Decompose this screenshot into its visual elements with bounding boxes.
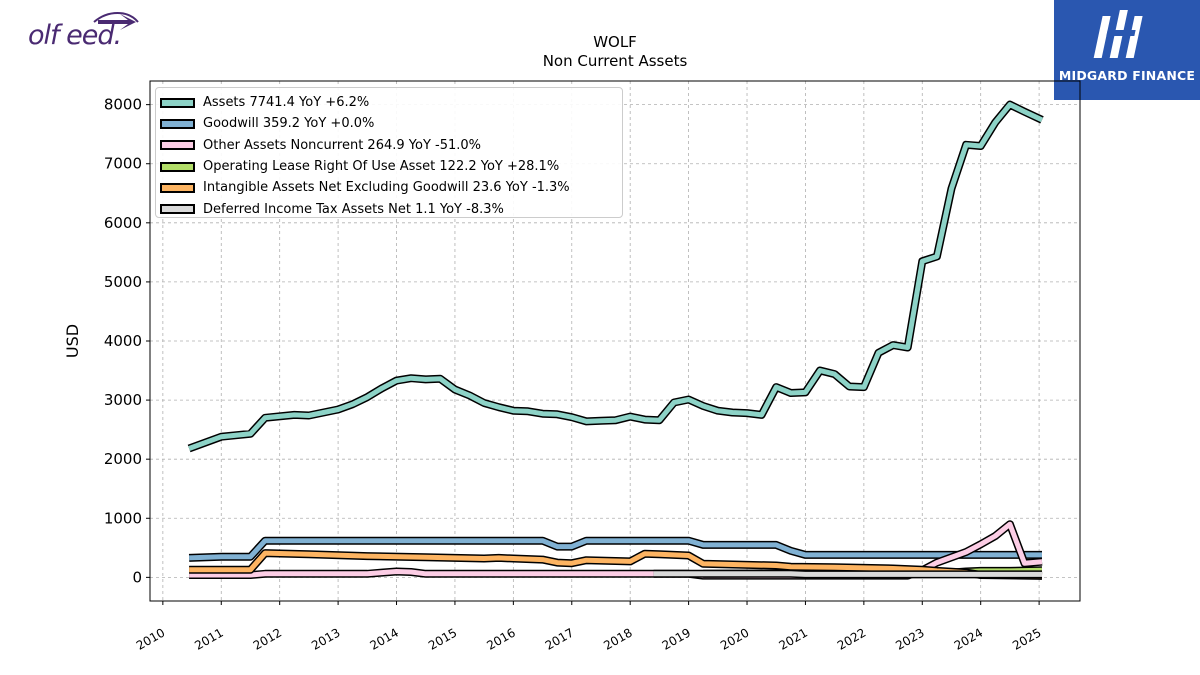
y-axis-label: USD bbox=[63, 324, 82, 358]
x-tick-label: 2013 bbox=[309, 625, 342, 652]
y-tick-label: 2000 bbox=[104, 450, 142, 468]
legend-label: Other Assets Noncurrent 264.9 YoY -51.0% bbox=[203, 137, 482, 153]
midgard-emblem-icon bbox=[1093, 10, 1143, 58]
series-line-deferred-income-tax-assets-net bbox=[653, 571, 1042, 577]
x-tick-label: 2020 bbox=[718, 625, 751, 652]
y-tick-label: 3000 bbox=[104, 391, 142, 409]
x-tick-label: 2014 bbox=[368, 625, 401, 652]
y-tick-label: 1000 bbox=[104, 509, 142, 527]
series-line-assets bbox=[188, 102, 1044, 451]
legend-swatch bbox=[160, 140, 195, 151]
right-logo-text: MIDGARD FINANCE bbox=[1058, 68, 1196, 83]
legend-item: Deferred Income Tax Assets Net 1.1 YoY -… bbox=[160, 198, 622, 219]
legend-label: Goodwill 359.2 YoY +0.0% bbox=[203, 116, 375, 132]
legend-swatch bbox=[160, 97, 195, 108]
x-tick-label: 2025 bbox=[1010, 625, 1043, 652]
x-tick-label: 2012 bbox=[251, 625, 284, 652]
left-logo-text: olf eed. bbox=[28, 20, 122, 51]
y-tick-label: 8000 bbox=[104, 96, 142, 114]
y-tick-label: 5000 bbox=[104, 273, 142, 291]
x-tick-label: 2015 bbox=[426, 625, 459, 652]
legend-item: Other Assets Noncurrent 264.9 YoY -51.0% bbox=[160, 135, 622, 156]
x-tick-label: 2017 bbox=[543, 625, 576, 652]
midgard-finance-logo: MIDGARD FINANCE bbox=[1054, 0, 1200, 100]
y-tick-label: 4000 bbox=[104, 332, 142, 350]
wolf-logo-mark-icon bbox=[93, 12, 139, 30]
legend-label: Deferred Income Tax Assets Net 1.1 YoY -… bbox=[203, 201, 504, 217]
wolfspeed-logo: olf eed. bbox=[28, 8, 158, 52]
x-tick-label: 2019 bbox=[660, 625, 693, 652]
legend-swatch bbox=[160, 118, 195, 129]
legend-swatch bbox=[160, 161, 195, 172]
legend-label: Operating Lease Right Of Use Asset 122.2… bbox=[203, 159, 560, 175]
y-tick-label: 0 bbox=[132, 568, 142, 586]
legend-label: Intangible Assets Net Excluding Goodwill… bbox=[203, 180, 570, 196]
series-line-intangible-assets-net-excluding-goodwill bbox=[189, 550, 1043, 579]
chart-legend: Assets 7741.4 YoY +6.2% Goodwill 359.2 Yo… bbox=[155, 87, 623, 218]
legend-item: Operating Lease Right Of Use Asset 122.2… bbox=[160, 156, 622, 177]
chart-subtitle: Non Current Assets bbox=[542, 52, 688, 70]
legend-label: Assets 7741.4 YoY +6.2% bbox=[203, 95, 370, 111]
chart-title: WOLF bbox=[593, 33, 637, 51]
legend-item: Assets 7741.4 YoY +6.2% bbox=[160, 92, 622, 113]
x-tick-label: 2018 bbox=[601, 625, 634, 652]
series-line-goodwill bbox=[189, 538, 1042, 561]
y-tick-label: 6000 bbox=[104, 214, 142, 232]
x-tick-label: 2010 bbox=[134, 625, 167, 652]
x-tick-label: 2016 bbox=[484, 625, 517, 652]
x-tick-label: 2022 bbox=[835, 625, 868, 652]
legend-item: Intangible Assets Net Excluding Goodwill… bbox=[160, 177, 622, 198]
legend-swatch bbox=[160, 204, 195, 215]
y-tick-label: 7000 bbox=[104, 155, 142, 173]
x-tick-label: 2024 bbox=[952, 625, 985, 652]
x-tick-label: 2011 bbox=[192, 625, 225, 652]
x-tick-label: 2021 bbox=[776, 625, 809, 652]
x-tick-label: 2023 bbox=[893, 625, 926, 652]
legend-swatch bbox=[160, 182, 195, 193]
legend-item: Goodwill 359.2 YoY +0.0% bbox=[160, 113, 622, 134]
